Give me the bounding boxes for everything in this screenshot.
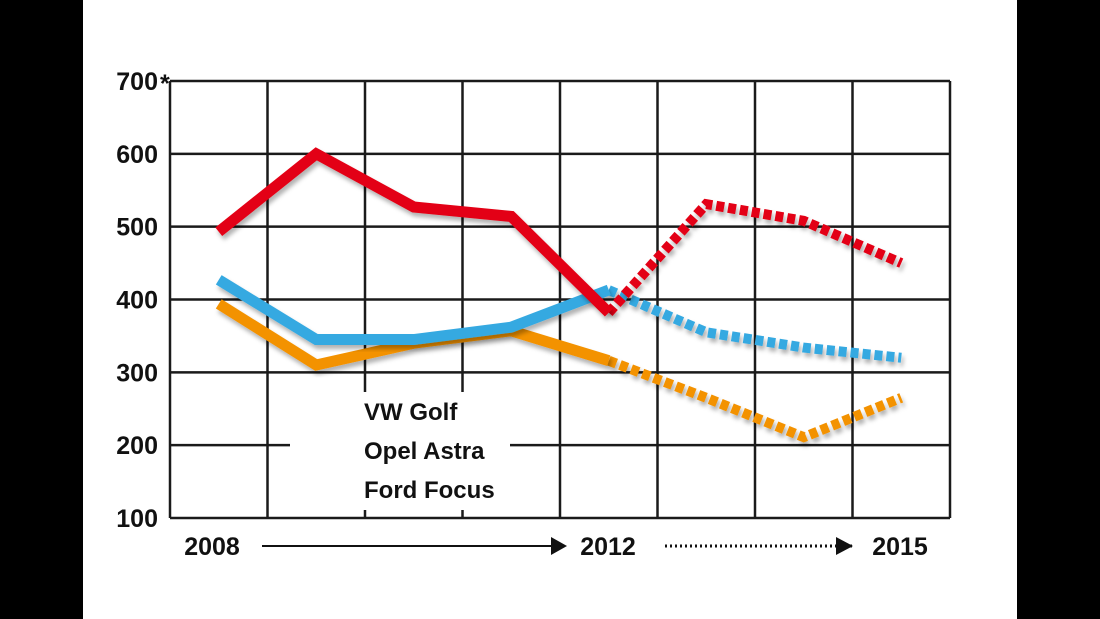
legend: VW Golf Opel Astra Ford Focus	[290, 392, 510, 510]
y-tick-label: 200	[116, 432, 158, 460]
series-lines	[215, 147, 904, 443]
x-tick-label: 2008	[184, 533, 240, 561]
series-opel-astra-forecast	[606, 356, 904, 443]
y-tick-label: 500	[116, 214, 158, 242]
x-axis: 2008 2012 2015	[184, 533, 928, 561]
x-tick-label: 2015	[872, 533, 928, 561]
series-ford-focus-forecast	[606, 285, 902, 363]
legend-label: VW Golf	[364, 399, 458, 426]
y-axis: 100 200 300 400 500 600 700 *	[116, 68, 170, 533]
x-arrow-head	[836, 537, 853, 555]
legend-label: Ford Focus	[364, 477, 495, 504]
grid	[168, 79, 952, 520]
y-tick-label: 400	[116, 287, 158, 315]
x-tick-label: 2012	[580, 533, 636, 561]
series-vw-golf-forecast	[605, 198, 904, 316]
y-tick-label: 700	[116, 68, 158, 96]
y-tick-label: 600	[116, 141, 158, 169]
series-ford-focus	[215, 275, 611, 346]
legend-label: Opel Astra	[364, 438, 485, 465]
series-vw-golf	[215, 147, 613, 317]
y-tick-label: 100	[116, 505, 158, 533]
y-tick-label: 300	[116, 359, 158, 387]
y-top-marker: *	[160, 70, 170, 98]
